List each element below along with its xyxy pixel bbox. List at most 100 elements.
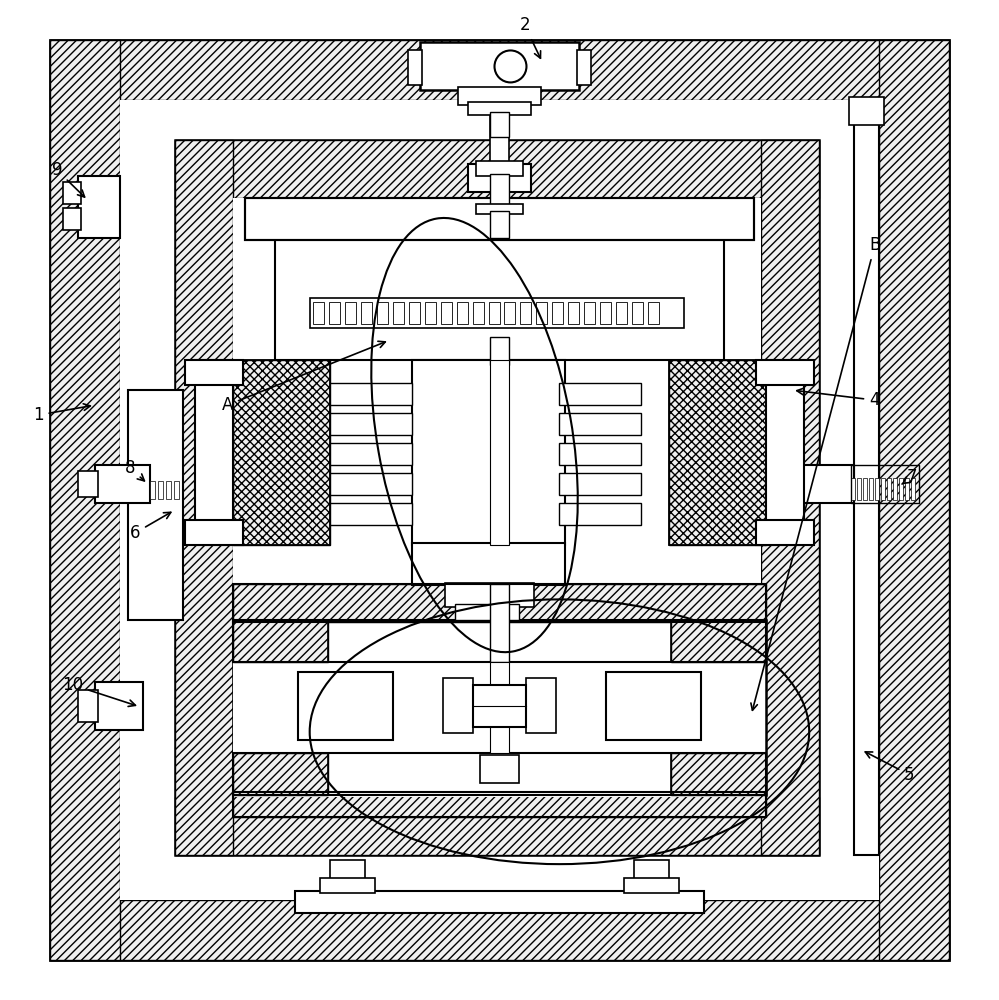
- Bar: [233, 584, 766, 622]
- Bar: [526, 678, 556, 733]
- Bar: [468, 102, 531, 115]
- Bar: [857, 478, 861, 500]
- Bar: [330, 443, 412, 465]
- Text: 4: 4: [797, 388, 880, 409]
- Bar: [185, 360, 243, 385]
- Bar: [166, 481, 171, 499]
- Text: A: A: [222, 341, 386, 414]
- Bar: [863, 478, 867, 500]
- Bar: [330, 383, 412, 405]
- Bar: [420, 42, 579, 90]
- Bar: [671, 620, 766, 662]
- Bar: [851, 478, 855, 500]
- Bar: [361, 302, 372, 324]
- Bar: [185, 520, 243, 545]
- Bar: [536, 302, 547, 324]
- Bar: [559, 383, 641, 405]
- Bar: [756, 360, 814, 385]
- Bar: [624, 878, 679, 893]
- Text: 10: 10: [62, 676, 136, 706]
- Bar: [887, 478, 891, 500]
- Bar: [175, 797, 819, 855]
- Bar: [893, 478, 897, 500]
- Bar: [50, 900, 949, 960]
- Bar: [899, 478, 903, 500]
- Bar: [473, 302, 484, 324]
- Bar: [78, 471, 98, 497]
- Bar: [63, 182, 81, 204]
- Bar: [233, 792, 766, 817]
- Bar: [616, 302, 627, 324]
- Bar: [175, 140, 819, 198]
- Text: 8: 8: [125, 459, 145, 481]
- Text: 2: 2: [519, 16, 540, 58]
- Bar: [669, 360, 766, 545]
- Text: 6: 6: [130, 512, 171, 542]
- Bar: [233, 753, 328, 795]
- Bar: [869, 478, 873, 500]
- Bar: [559, 413, 641, 435]
- Bar: [128, 390, 183, 620]
- Bar: [600, 302, 611, 324]
- Bar: [476, 161, 523, 176]
- Bar: [671, 753, 766, 795]
- Bar: [329, 302, 340, 324]
- Bar: [671, 620, 766, 662]
- Bar: [458, 87, 541, 105]
- Bar: [150, 481, 155, 499]
- Bar: [233, 620, 328, 662]
- Text: B: B: [751, 236, 880, 710]
- Bar: [245, 198, 754, 240]
- Bar: [310, 298, 684, 328]
- Bar: [233, 584, 766, 622]
- Bar: [490, 100, 509, 164]
- Bar: [175, 140, 819, 855]
- Bar: [480, 755, 519, 783]
- Bar: [490, 112, 509, 137]
- Bar: [468, 164, 531, 192]
- Bar: [412, 543, 565, 585]
- Bar: [490, 584, 509, 662]
- Bar: [175, 140, 233, 855]
- Bar: [233, 360, 330, 545]
- Bar: [330, 503, 412, 525]
- Bar: [632, 302, 643, 324]
- Bar: [489, 302, 500, 324]
- Bar: [95, 682, 143, 730]
- Bar: [330, 860, 365, 880]
- Bar: [849, 97, 884, 125]
- Bar: [606, 672, 701, 740]
- Bar: [233, 620, 328, 662]
- Bar: [490, 662, 509, 753]
- Text: 7: 7: [902, 468, 918, 486]
- Bar: [330, 473, 412, 495]
- Bar: [851, 465, 919, 503]
- Bar: [669, 360, 766, 545]
- Bar: [766, 360, 804, 545]
- Bar: [233, 620, 766, 662]
- Bar: [63, 208, 81, 230]
- Bar: [552, 302, 563, 324]
- Bar: [233, 792, 766, 817]
- Bar: [441, 302, 452, 324]
- Circle shape: [495, 50, 526, 82]
- Bar: [559, 503, 641, 525]
- Bar: [473, 685, 526, 727]
- Bar: [320, 878, 375, 893]
- Bar: [408, 50, 422, 85]
- Bar: [78, 176, 120, 238]
- Bar: [875, 478, 879, 500]
- Bar: [520, 302, 531, 324]
- Bar: [95, 465, 150, 503]
- Bar: [377, 302, 388, 324]
- Bar: [330, 413, 412, 435]
- Bar: [559, 473, 641, 495]
- Bar: [455, 604, 519, 620]
- Bar: [174, 481, 179, 499]
- Text: 5: 5: [865, 752, 915, 784]
- Bar: [393, 302, 404, 324]
- Bar: [490, 174, 509, 207]
- Bar: [120, 100, 879, 900]
- Bar: [295, 891, 704, 913]
- Bar: [476, 204, 523, 214]
